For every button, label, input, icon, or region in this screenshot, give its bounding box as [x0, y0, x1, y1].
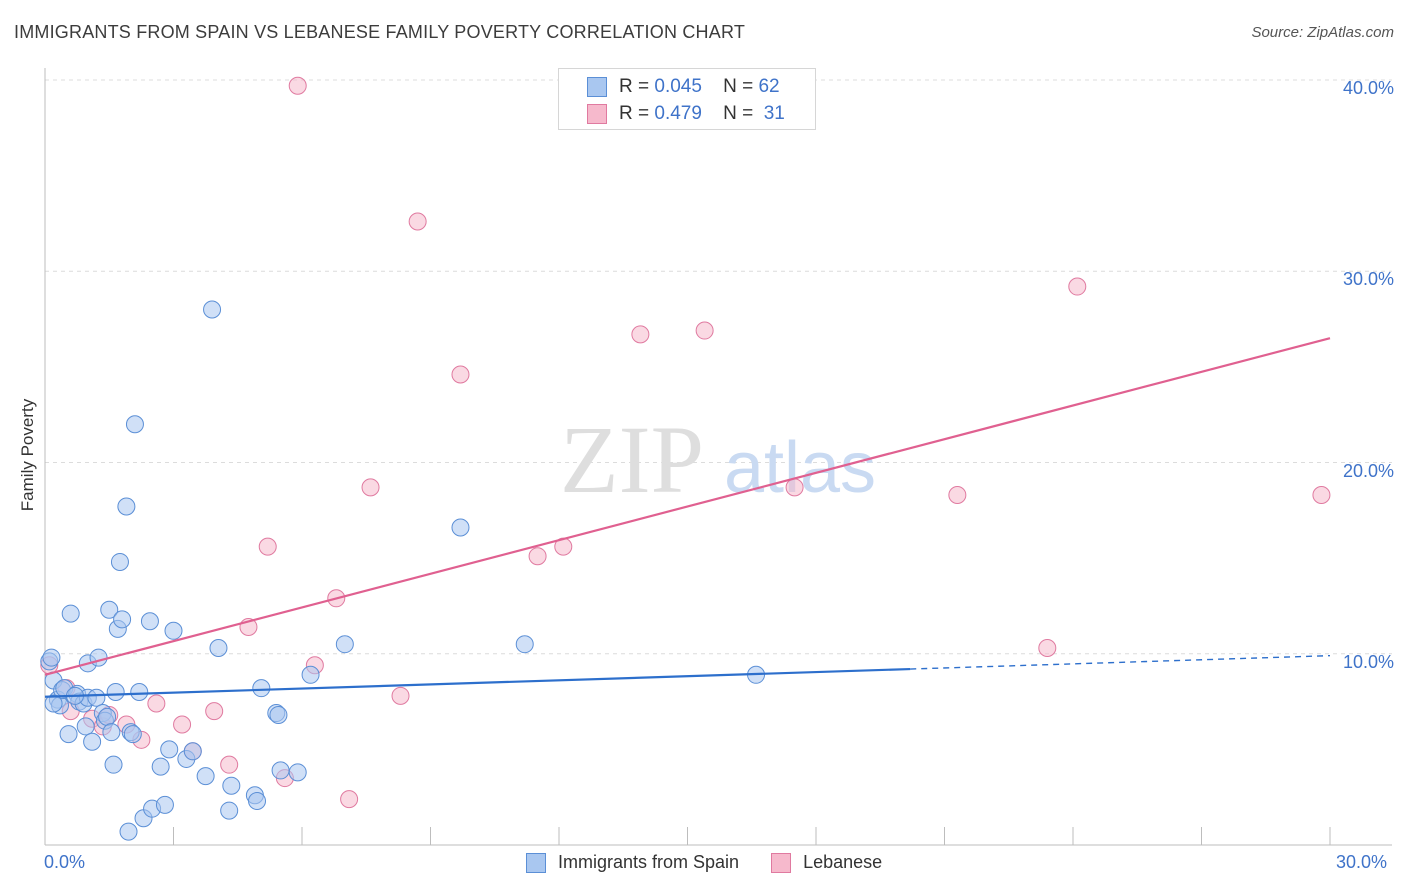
trend-line-lebanese [44, 337, 1331, 676]
legend-r-value: 0.045 [654, 76, 702, 97]
point-spain [61, 604, 80, 623]
legend-row-lebanese: R = 0.479 N = 31 [587, 102, 785, 126]
point-lebanese [391, 686, 410, 705]
point-spain [451, 518, 470, 537]
point-spain [123, 725, 142, 744]
point-spain [140, 612, 159, 631]
point-spain [196, 767, 215, 786]
point-spain [209, 639, 228, 658]
legend-item-lebanese: Lebanese [771, 852, 882, 873]
point-lebanese [147, 694, 166, 713]
point-spain [117, 497, 136, 516]
watermark-atlas: atlas [724, 428, 876, 508]
point-lebanese [288, 76, 307, 95]
point-spain [269, 705, 288, 724]
legend-swatch-spain [526, 852, 546, 873]
watermark: ZIP atlas [560, 406, 876, 513]
point-spain [248, 792, 267, 811]
point-spain [104, 755, 123, 774]
legend-n-value: 62 [758, 76, 780, 97]
point-spain [160, 740, 179, 759]
legend-label-spain: Immigrants from Spain [558, 852, 740, 872]
point-spain [102, 723, 121, 742]
point-lebanese [205, 702, 224, 721]
point-spain [59, 725, 78, 744]
point-lebanese [695, 321, 714, 340]
legend-swatch-spain [587, 77, 607, 97]
point-lebanese [258, 537, 277, 556]
point-spain [44, 694, 63, 713]
y-tick-label: 40.0% [1342, 78, 1394, 98]
point-spain [119, 822, 138, 841]
point-spain [125, 415, 144, 434]
point-spain [335, 635, 354, 654]
correlation-legend: R = 0.045 N = 62 R = 0.479 N = 31 [558, 68, 816, 130]
point-lebanese [948, 486, 967, 505]
y-tick-label: 30.0% [1342, 269, 1394, 290]
x-tick-min: 0.0% [44, 852, 86, 872]
point-spain [203, 300, 222, 319]
point-spain [89, 648, 108, 667]
point-lebanese [1068, 277, 1087, 296]
data-points [40, 76, 1331, 841]
point-spain [110, 552, 129, 571]
legend-n-label: N = [723, 103, 754, 124]
point-lebanese [1312, 486, 1331, 505]
point-spain [155, 795, 174, 814]
point-spain [288, 763, 307, 782]
grid-lines [45, 79, 1392, 655]
point-spain [515, 635, 534, 654]
point-spain [76, 717, 95, 736]
point-lebanese [173, 715, 192, 734]
point-spain [271, 761, 290, 780]
legend-swatch-lebanese [587, 104, 607, 124]
point-spain [83, 732, 102, 751]
y-tick-label: 10.0% [1342, 651, 1394, 672]
point-lebanese [528, 547, 547, 566]
axes [44, 68, 1392, 846]
point-spain [220, 801, 239, 820]
point-lebanese [408, 212, 427, 231]
point-lebanese [451, 365, 470, 384]
point-spain [98, 707, 117, 726]
legend-r-label: R = [619, 103, 650, 124]
point-spain [87, 688, 106, 707]
point-lebanese [785, 478, 804, 497]
legend-n-label: N = [723, 76, 754, 97]
legend-label-lebanese: Lebanese [803, 852, 883, 872]
trend-line-spain-extension [910, 654, 1331, 670]
chart-title: IMMIGRANTS FROM SPAIN VS LEBANESE FAMILY… [14, 22, 746, 42]
legend-swatch-lebanese [771, 852, 792, 873]
trend-line-spain [44, 667, 911, 698]
series-legend: Immigrants from Spain Lebanese [526, 852, 914, 873]
point-lebanese [631, 325, 650, 344]
y-tick-label: 20.0% [1342, 460, 1394, 481]
legend-r-label: R = [619, 76, 650, 97]
chart-source: Source: ZipAtlas.com [1251, 24, 1394, 41]
watermark-zip: ZIP [560, 406, 704, 513]
legend-r-value: 0.479 [654, 103, 702, 124]
point-spain [113, 610, 132, 629]
point-spain [42, 648, 61, 667]
legend-row-spain: R = 0.045 N = 62 [587, 75, 780, 99]
point-lebanese [361, 478, 380, 497]
legend-n-value: 31 [763, 103, 785, 124]
point-spain [106, 683, 125, 701]
x-tick-max: 30.0% [1336, 852, 1388, 872]
point-spain [222, 776, 241, 795]
point-lebanese [340, 790, 359, 809]
trend-lines [44, 337, 1331, 698]
point-spain [151, 757, 170, 776]
point-lebanese [220, 755, 239, 774]
point-lebanese [1038, 639, 1057, 658]
point-spain [164, 621, 183, 640]
point-spain [183, 742, 202, 761]
point-spain [252, 679, 271, 698]
point-spain [100, 600, 119, 619]
point-spain [301, 665, 320, 684]
point-spain [130, 683, 149, 701]
legend-item-spain: Immigrants from Spain [526, 852, 739, 873]
